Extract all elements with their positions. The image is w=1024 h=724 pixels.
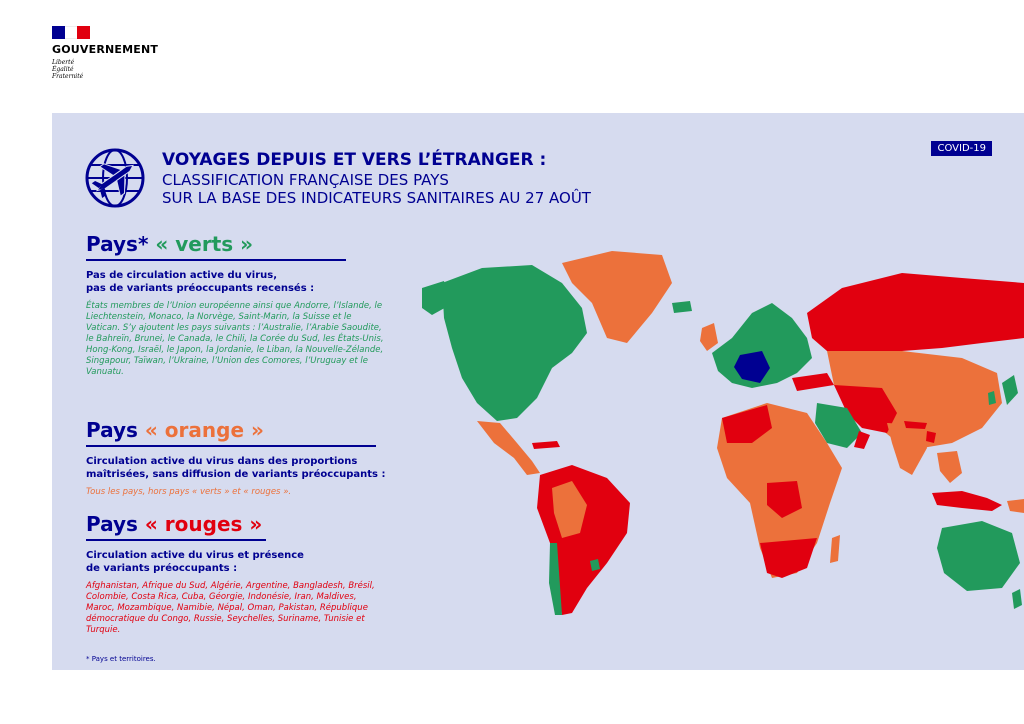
- oman-shape: [854, 431, 870, 449]
- chile-shape: [549, 543, 562, 615]
- alaska-shape: [422, 281, 450, 315]
- southern-africa-red-shape: [760, 538, 817, 578]
- section-red-list: Afghanistan, Afrique du Sud, Algérie, Ar…: [86, 581, 375, 635]
- section-red-prefix: Pays: [86, 512, 138, 536]
- section-green-desc-1: Pas de circulation active du virus,: [86, 270, 278, 281]
- infographic-panel: COVID-19 VOYAGES DEPUIS ET VERS L’ÉTRANG…: [52, 113, 1024, 670]
- indonesia-shape: [932, 491, 1002, 511]
- madagascar-shape: [830, 535, 840, 563]
- saudi-arabia-shape: [815, 403, 862, 448]
- uk-shape: [700, 323, 718, 351]
- uruguay-shape: [590, 559, 600, 571]
- section-green-desc: Pas de circulation active du virus, pas …: [86, 269, 386, 295]
- turkey-shape: [792, 373, 834, 391]
- asia-orange-shape: [827, 351, 1002, 448]
- section-green-desc-2: pas de variants préoccupants recensés :: [86, 283, 315, 294]
- section-orange-desc-2: maîtrisées, sans diffusion de variants p…: [86, 469, 386, 480]
- covid-badge: COVID-19: [931, 141, 992, 156]
- footnote: * Pays et territoires.: [86, 655, 156, 663]
- france-shape: [734, 351, 770, 383]
- section-red: Pays « rouges » Circulation active du vi…: [86, 511, 386, 636]
- north-africa-red-shape: [722, 405, 772, 443]
- section-green-rule: [86, 259, 346, 261]
- section-orange-prefix: Pays: [86, 418, 138, 442]
- bangladesh-shape: [926, 431, 936, 443]
- section-orange-heading: Pays « orange »: [86, 417, 386, 443]
- section-red-label: « rouges »: [144, 512, 263, 536]
- section-orange-label: « orange »: [144, 418, 264, 442]
- title-line-3: SUR LA BASE DES INDICATEURS SANITAIRES A…: [162, 189, 591, 207]
- greenland-shape: [562, 251, 672, 343]
- title-line-2: CLASSIFICATION FRANÇAISE DES PAYS: [162, 171, 449, 189]
- section-green: Pays* « verts » Pas de circulation activ…: [86, 231, 386, 378]
- motto: Liberté Égalité Fraternité: [52, 59, 158, 80]
- title-line-1: VOYAGES DEPUIS ET VERS L’ÉTRANGER :: [162, 150, 547, 170]
- section-orange-desc-1: Circulation active du virus dans des pro…: [86, 456, 358, 467]
- australia-shape: [937, 521, 1020, 591]
- south-america-orange-shape: [552, 481, 587, 538]
- central-america-shape: [477, 421, 540, 475]
- iceland-shape: [672, 301, 692, 313]
- section-red-desc-2: de variants préoccupants :: [86, 563, 238, 574]
- section-orange: Pays « orange » Circulation active du vi…: [86, 417, 386, 498]
- world-map: [422, 251, 1024, 615]
- globe-plane-icon: [85, 148, 145, 208]
- new-zealand-shape: [1012, 589, 1022, 609]
- motto-fraternite: Fraternité: [52, 73, 84, 80]
- middle-east-red-shape: [834, 385, 897, 433]
- section-green-prefix: Pays*: [86, 232, 149, 256]
- section-red-desc-1: Circulation active du virus et présence: [86, 550, 304, 561]
- section-red-desc: Circulation active du virus et présence …: [86, 549, 386, 575]
- section-green-list: États membres de l’Union européenne ains…: [86, 301, 384, 377]
- section-green-label: « verts »: [155, 232, 254, 256]
- papua-shape: [1007, 499, 1024, 513]
- government-logo: GOUVERNEMENT Liberté Égalité Fraternité: [52, 26, 158, 80]
- page-title: VOYAGES DEPUIS ET VERS L’ÉTRANGER : CLAS…: [162, 149, 722, 207]
- french-flag-icon: [52, 26, 91, 39]
- drc-shape: [767, 481, 802, 518]
- org-name: GOUVERNEMENT: [52, 43, 159, 56]
- section-green-heading: Pays* « verts »: [86, 231, 386, 257]
- section-red-heading: Pays « rouges »: [86, 511, 386, 537]
- nepal-shape: [904, 421, 927, 429]
- north-america-shape: [442, 265, 587, 421]
- motto-liberte: Liberté: [52, 59, 75, 66]
- russia-shape: [807, 273, 1024, 353]
- section-orange-desc: Circulation active du virus dans des pro…: [86, 455, 386, 481]
- motto-egalite: Égalité: [52, 66, 74, 73]
- cuba-shape: [532, 441, 560, 449]
- india-shape: [887, 423, 927, 475]
- section-red-rule: [86, 539, 266, 541]
- southeast-asia-shape: [937, 451, 962, 483]
- japan-shape: [1002, 375, 1018, 405]
- korea-shape: [988, 391, 996, 405]
- section-orange-rule: [86, 445, 376, 447]
- section-orange-list: Tous les pays, hors pays « verts » et « …: [86, 487, 292, 497]
